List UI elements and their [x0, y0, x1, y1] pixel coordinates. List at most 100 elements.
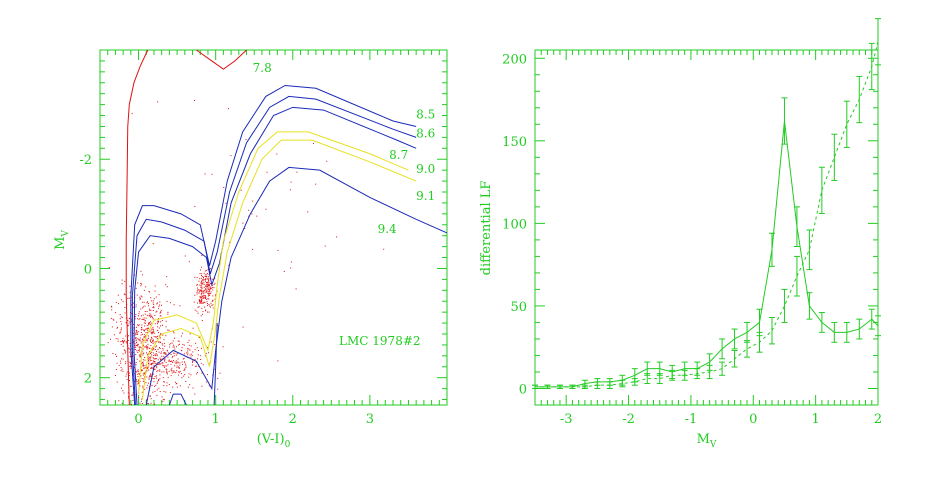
star-point [150, 339, 152, 341]
star-point [192, 327, 194, 329]
star-point [150, 309, 152, 311]
star-point [155, 353, 157, 355]
star-point [163, 371, 165, 373]
star-point [148, 290, 150, 292]
star-point [201, 372, 203, 374]
star-point [194, 294, 196, 296]
star-point [205, 289, 207, 291]
star-point [128, 372, 130, 374]
star-point [132, 394, 134, 396]
star-point [312, 142, 314, 144]
star-point [122, 338, 124, 340]
star-point [157, 348, 159, 350]
star-point [152, 341, 154, 343]
star-point [336, 236, 338, 238]
star-point [296, 171, 298, 173]
star-point [165, 335, 167, 337]
series-line [535, 41, 879, 388]
star-point [127, 392, 129, 394]
star-point [149, 291, 151, 293]
star-point [156, 310, 158, 312]
star-point [123, 340, 125, 342]
star-point [131, 360, 133, 362]
star-point [195, 342, 197, 344]
star-point [140, 332, 142, 334]
star-point [199, 296, 201, 298]
star-point [137, 318, 139, 320]
star-point [151, 367, 153, 369]
star-point [172, 340, 174, 342]
star-point [137, 370, 139, 372]
star-point [131, 113, 133, 115]
star-point [146, 338, 148, 340]
star-point [150, 367, 152, 369]
star-point [126, 378, 128, 380]
isochrone-8.6b [133, 106, 417, 406]
star-point [136, 358, 138, 360]
star-point [208, 291, 210, 293]
star-point [159, 304, 161, 306]
star-point [187, 352, 189, 354]
star-point [205, 298, 207, 300]
star-point [115, 338, 117, 340]
star-point [110, 317, 112, 319]
star-point [171, 369, 173, 371]
star-point [150, 364, 152, 366]
x-axis-label: (V-I)0 [257, 432, 291, 450]
star-point [144, 335, 146, 337]
star-point [157, 381, 159, 383]
star-point [166, 276, 168, 278]
star-point [137, 338, 139, 340]
star-point [181, 377, 183, 379]
star-point [135, 313, 137, 315]
star-point [123, 293, 125, 295]
star-point [196, 284, 198, 286]
star-point [168, 370, 170, 372]
star-point [146, 325, 148, 327]
star-point [110, 338, 112, 340]
star-point [182, 364, 184, 366]
star-point [111, 309, 113, 311]
star-point [121, 283, 123, 285]
star-point [183, 357, 185, 359]
series-solid [532, 97, 881, 389]
star-point [171, 367, 173, 369]
star-point [142, 361, 144, 363]
star-point [141, 274, 143, 276]
star-point [203, 272, 205, 274]
star-point [135, 364, 137, 366]
star-point [129, 363, 131, 365]
star-point [141, 339, 143, 341]
y-tick-label: 200 [502, 52, 527, 67]
star-point [128, 395, 130, 397]
star-point [200, 282, 202, 284]
series-line [535, 120, 879, 388]
star-point [189, 384, 191, 386]
y-tick-label: -2 [79, 153, 92, 168]
star-point [117, 294, 119, 296]
star-point [151, 333, 153, 335]
star-point [191, 355, 193, 357]
star-point [290, 267, 292, 269]
star-point [204, 306, 206, 308]
star-point [200, 299, 202, 301]
star-point [163, 342, 165, 344]
star-point [207, 283, 209, 285]
star-point [119, 332, 121, 334]
star-point [136, 330, 138, 332]
star-point [152, 391, 154, 393]
isochrone-label: 8.5 [416, 107, 435, 121]
star-point [138, 372, 140, 374]
star-point [146, 348, 148, 350]
star-point [150, 367, 152, 369]
star-point [213, 284, 215, 286]
star-point [196, 371, 198, 373]
star-point [170, 375, 172, 377]
star-point [125, 341, 127, 343]
star-point [166, 369, 168, 371]
star-point [276, 153, 278, 155]
x-axis-label-sub: 0 [285, 440, 291, 450]
star-point [130, 404, 132, 406]
star-point [147, 301, 149, 303]
star-point [146, 331, 148, 333]
